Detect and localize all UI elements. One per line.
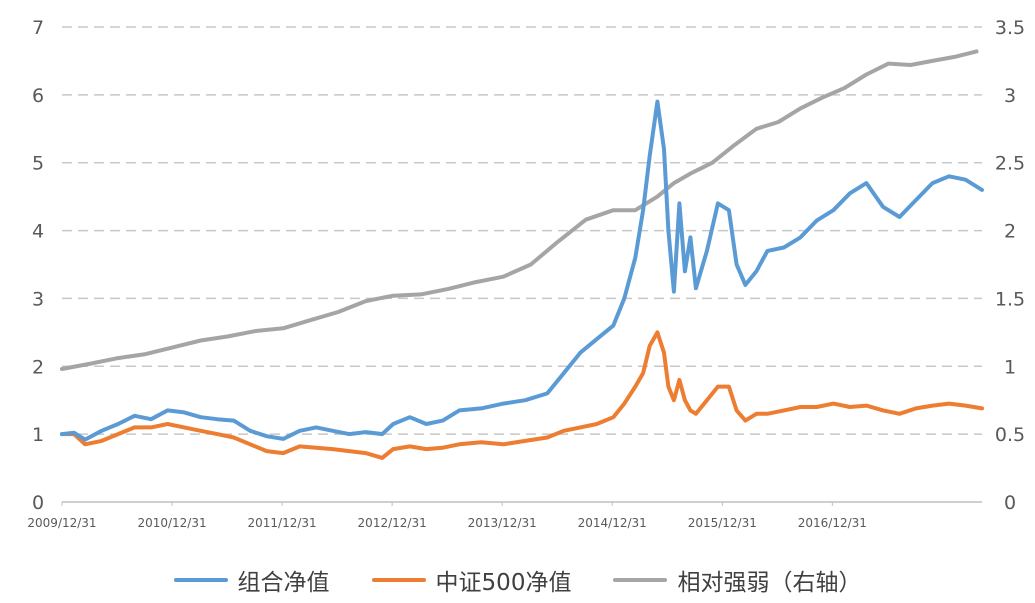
y-left-tick-label: 5 [32,153,44,175]
x-tick-label: 2009/12/31 [27,516,96,530]
legend-item-csi500: 中证500净值 [371,563,572,597]
series-line-1 [60,330,984,460]
y-right-tick-label: 1 [1004,356,1016,378]
line-chart: 0 1 2 3 4 5 6 7 0 0.5 1 1.5 2 2.5 3 3.5 2009/12/31 2010/1… [27,17,1025,530]
legend-label-portfolio: 组合净值 [237,570,330,596]
y-left-tick-label: 1 [32,424,44,446]
y-right-tick-label: 2 [1004,221,1016,243]
x-tick-label: 2010/12/31 [137,516,206,530]
y-left-tick-label: 0 [32,492,44,514]
x-tick-label: 2014/12/31 [578,516,647,530]
x-tick-label: 2015/12/31 [688,516,757,530]
legend-swatch-portfolio [173,578,228,582]
y-right-tick-label: 3 [1004,85,1016,107]
y-right-tick-label: 3.5 [995,17,1025,39]
y-right-tick-label: 0 [1004,492,1016,514]
legend-swatch-relative-strength [613,578,668,582]
x-tick-label: 2012/12/31 [358,516,427,530]
x-tick-label: 2016/12/31 [798,516,867,530]
legend-item-relative-strength: 相对强弱（右轴） [613,563,861,597]
series-line-0 [60,99,984,442]
legend-label-relative-strength: 相对强弱（右轴） [677,570,862,596]
y-left-tick-label: 6 [32,85,44,107]
y-left-tick-label: 3 [32,288,44,310]
y-right-tick-label: 0.5 [995,424,1025,446]
legend: 组合净值 中证500净值 相对强弱（右轴） [0,560,1035,600]
y-right-tick-label: 1.5 [995,288,1025,310]
series-line-2 [60,49,979,371]
x-tick-label: 2013/12/31 [468,516,537,530]
legend-swatch-csi500 [371,578,426,582]
legend-item-portfolio: 组合净值 [173,563,330,597]
y-left-tick-label: 7 [32,17,44,39]
x-tick-label: 2011/12/31 [248,516,317,530]
y-left-tick-label: 4 [32,221,44,243]
y-right-tick-label: 2.5 [995,153,1025,175]
y-left-tick-label: 2 [32,356,44,378]
legend-label-csi500: 中证500净值 [435,570,572,596]
